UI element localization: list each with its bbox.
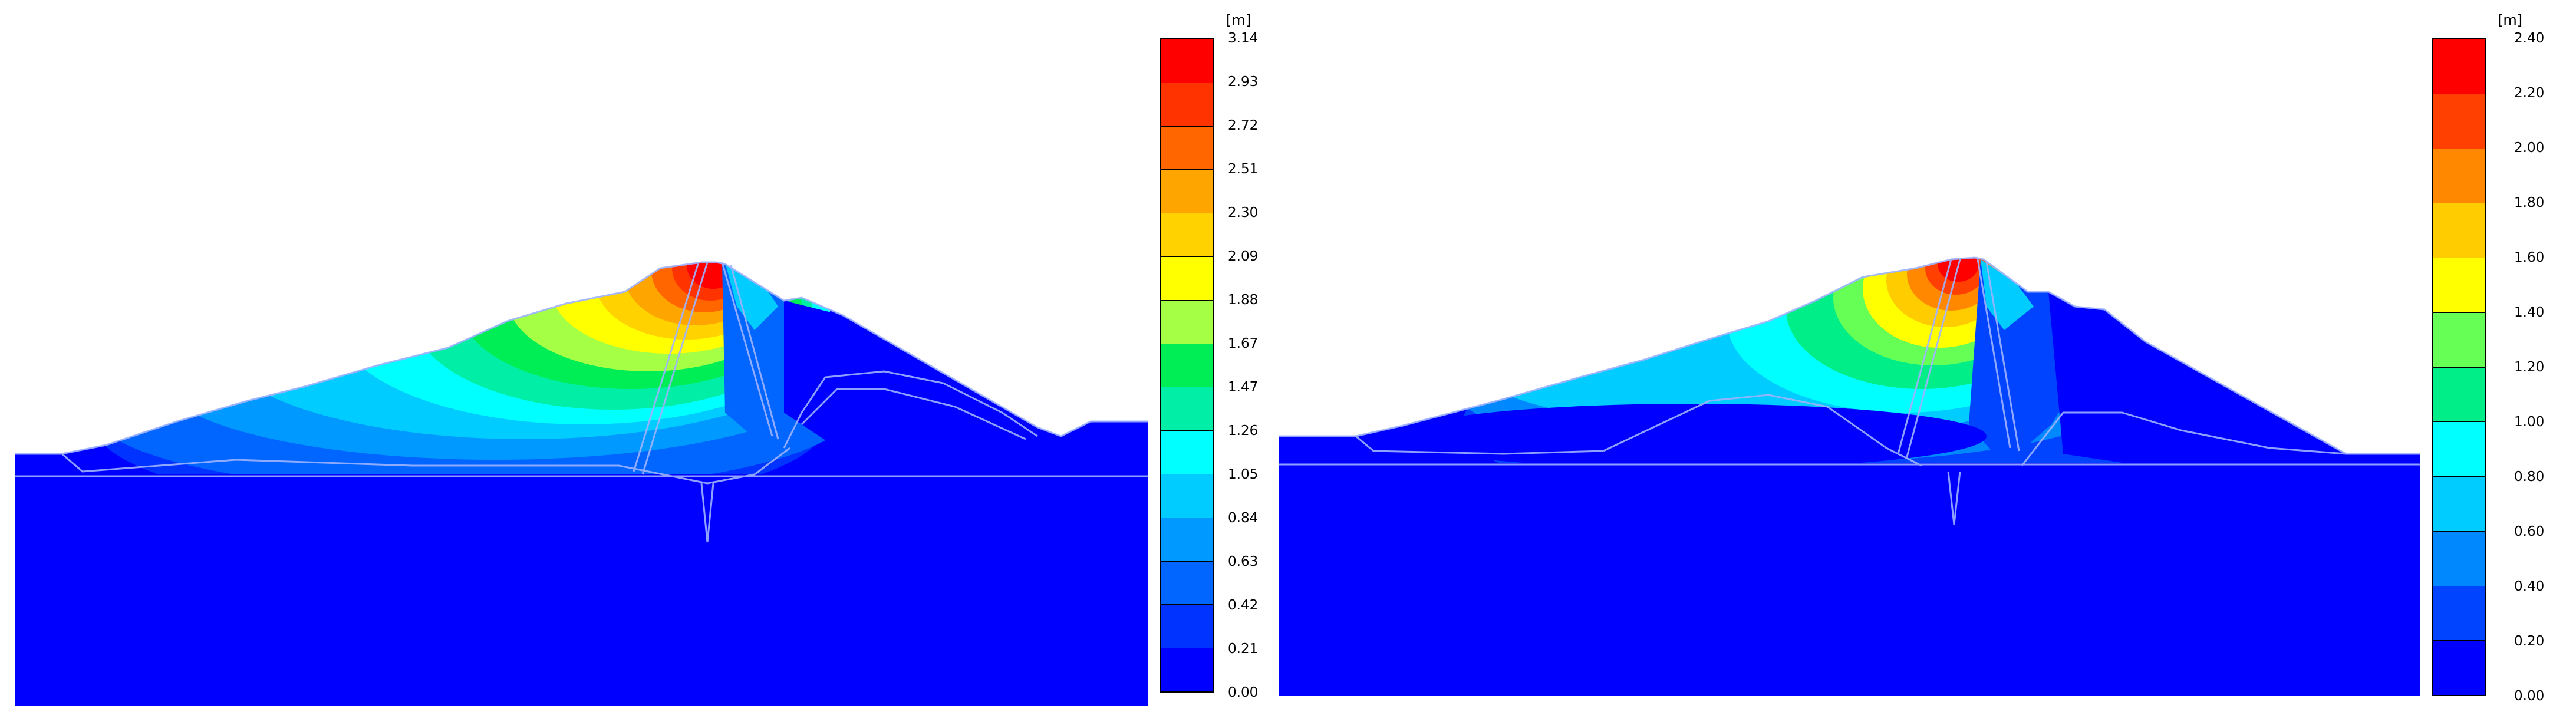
legend-tick-label: 2.09	[1228, 249, 1259, 264]
legend-tick-label: 1.60	[2514, 250, 2545, 265]
legend-swatch	[2433, 422, 2485, 477]
legend-tick-label: 0.42	[1228, 598, 1259, 613]
legend-tick-label: 2.00	[2514, 140, 2545, 156]
legend-swatch	[1161, 256, 1213, 301]
legend-swatch	[1161, 39, 1213, 83]
legend-tick-label: 2.51	[1228, 162, 1259, 177]
legend-swatch	[2433, 367, 2485, 423]
legend-tick-label: 0.60	[2514, 524, 2545, 539]
legend-swatch	[2433, 312, 2485, 368]
legend-tick-label: 1.00	[2514, 414, 2545, 430]
legend-tick-label: 3.14	[1228, 31, 1259, 46]
legend-tick-label: 1.67	[1228, 336, 1259, 351]
legend-swatch	[1161, 344, 1213, 388]
left-color-legend: [m] 3.14 2.93 2.72 2.51 2.30 2.09 1.88 1.67 1.47…	[1160, 0, 1278, 725]
legend-swatch	[2433, 477, 2485, 532]
legend-tick-label: 2.93	[1228, 74, 1259, 90]
legend-tick-label: 2.40	[2514, 31, 2545, 46]
legend-swatch	[2433, 203, 2485, 258]
legend-tick-label: 1.20	[2514, 360, 2545, 375]
right-contour-panel: [m] 2.40 2.20 2.00 1.80 1.60 1.40 1.20 1.00 0.80…	[1279, 0, 2576, 725]
legend-swatch	[1161, 83, 1213, 127]
right-color-legend: [m] 2.40 2.20 2.00 1.80 1.60 1.40 1.20 1.00 0.80…	[2432, 0, 2576, 725]
legend-tick-label: 1.05	[1228, 467, 1259, 482]
legend-tick-label: 2.20	[2514, 85, 2545, 101]
legend-swatch	[1161, 300, 1213, 344]
legend-swatch	[2433, 258, 2485, 313]
legend-tick-label: 0.84	[1228, 510, 1259, 526]
legend-swatch	[2433, 641, 2485, 695]
legend-tick-label: 2.30	[1228, 205, 1259, 220]
legend-tick-label: 0.20	[2514, 634, 2545, 649]
legend-swatch	[2433, 39, 2485, 94]
legend-swatch	[2433, 94, 2485, 149]
legend-swatch	[2433, 586, 2485, 641]
left-contour-panel: [m] 3.14 2.93 2.72 2.51 2.30 2.09 1.88 1.67 1.47…	[0, 0, 1279, 725]
legend-swatch	[1161, 387, 1213, 431]
legend-swatch	[1161, 213, 1213, 257]
legend-tick-label: 1.47	[1228, 380, 1259, 395]
legend-swatch	[2433, 149, 2485, 204]
legend-tick-label: 1.40	[2514, 305, 2545, 320]
legend-tick-label: 0.80	[2514, 469, 2545, 485]
legend-swatch	[1161, 126, 1213, 170]
left-dam-contour-plot	[15, 261, 1148, 706]
left-legend-color-bar	[1160, 38, 1214, 693]
legend-tick-label: 0.63	[1228, 554, 1259, 569]
legend-tick-label: 1.26	[1228, 423, 1259, 439]
legend-swatch	[1161, 648, 1213, 691]
legend-tick-label: 2.72	[1228, 118, 1259, 133]
right-legend-color-bar	[2432, 38, 2486, 696]
legend-tick-label: 1.88	[1228, 292, 1259, 308]
legend-swatch	[1161, 605, 1213, 649]
legend-swatch	[1161, 474, 1213, 518]
left-legend-unit: [m]	[1226, 12, 1251, 28]
legend-swatch	[2433, 531, 2485, 586]
right-dam-contour-plot	[1279, 256, 2420, 696]
legend-tick-label: 0.40	[2514, 579, 2545, 594]
legend-tick-label: 0.21	[1228, 641, 1259, 657]
legend-swatch	[1161, 431, 1213, 474]
legend-tick-label: 1.80	[2514, 195, 2545, 210]
legend-swatch	[1161, 518, 1213, 562]
legend-tick-label: 0.00	[2514, 688, 2545, 704]
legend-swatch	[1161, 170, 1213, 214]
right-legend-unit: [m]	[2498, 12, 2523, 28]
legend-tick-label: 0.00	[1228, 685, 1259, 700]
legend-swatch	[1161, 561, 1213, 605]
